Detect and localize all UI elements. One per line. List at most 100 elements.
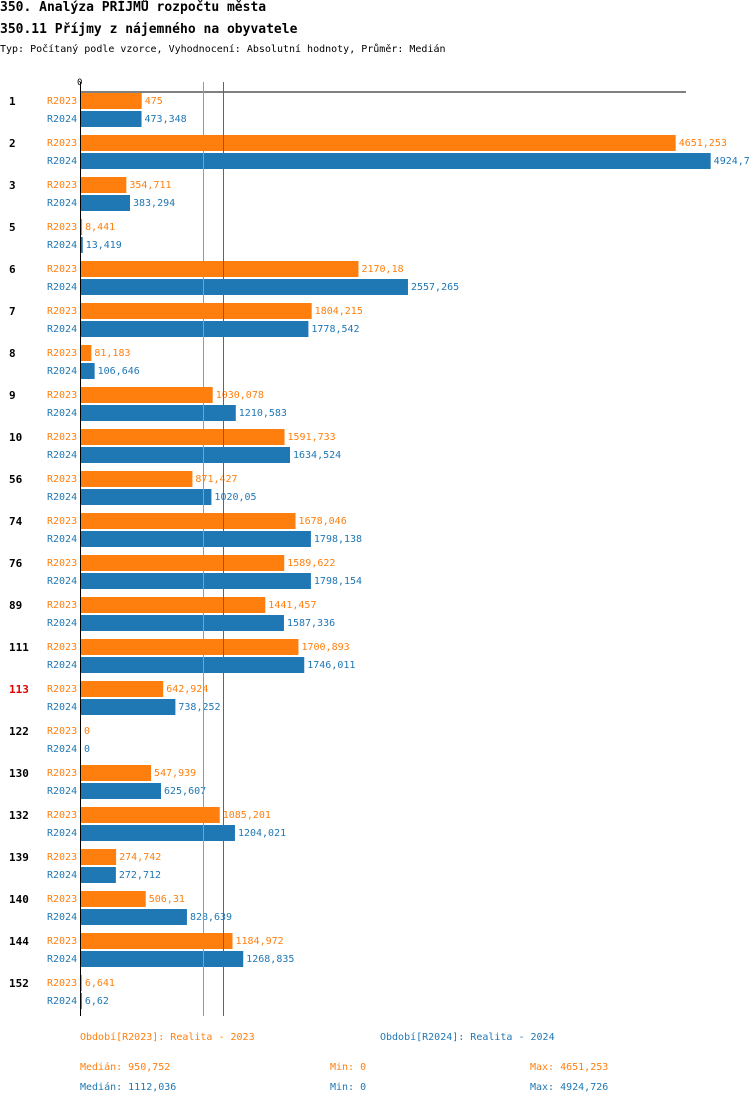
- series-row-label: R2024: [47, 324, 77, 335]
- data-label: 871,427: [195, 474, 237, 485]
- series-row-label: R2023: [47, 138, 77, 149]
- bar-r2024: [81, 783, 161, 799]
- series-row-label: R2023: [47, 222, 77, 233]
- chart-info: Typ: Počítaný podle vzorce, Vyhodnocení:…: [0, 44, 446, 55]
- series-row-label: R2023: [47, 600, 77, 611]
- series-row-label: R2023: [47, 474, 77, 485]
- stat-min-r2024: Min: 0: [330, 1082, 367, 1093]
- bar-r2024: [81, 993, 82, 1009]
- category-label: 113: [9, 683, 29, 696]
- series-row-label: R2024: [47, 870, 77, 881]
- stat-max-r2024: Max: 4924,726: [530, 1082, 609, 1093]
- bar-r2024: [81, 699, 176, 715]
- series-row-label: R2023: [47, 894, 77, 905]
- series-row-label: R2024: [47, 912, 77, 923]
- bar-r2024: [81, 153, 711, 169]
- stat-median-r2023: Medián: 950,752: [80, 1062, 171, 1073]
- bar-r2023: [81, 891, 146, 907]
- bar-r2023: [81, 387, 213, 403]
- series-row-label: R2023: [47, 516, 77, 527]
- category-label: 3: [9, 179, 16, 192]
- series-row-label: R2023: [47, 852, 77, 863]
- category-label: 89: [9, 599, 22, 612]
- data-label: 6,62: [85, 996, 109, 1007]
- data-label: 4924,726: [714, 156, 750, 167]
- bar-r2024: [81, 573, 311, 589]
- data-label: 506,31: [149, 894, 185, 905]
- bar-r2023: [81, 849, 117, 865]
- data-label: 1678,046: [299, 516, 347, 527]
- category-label: 56: [9, 473, 23, 486]
- bar-r2024: [81, 531, 311, 547]
- bar-r2023: [81, 513, 296, 529]
- series-row-label: R2024: [47, 492, 77, 503]
- stat-min-r2023: Min: 0: [330, 1062, 367, 1073]
- series-row-label: R2023: [47, 810, 77, 821]
- bar-r2024: [81, 405, 236, 421]
- category-label: 9: [9, 389, 16, 402]
- series-row-label: R2024: [47, 786, 77, 797]
- category-label: 152: [9, 977, 29, 990]
- bar-r2023: [81, 975, 82, 991]
- series-row-label: R2024: [47, 198, 77, 209]
- data-label: 738,252: [178, 702, 220, 713]
- bar-r2023: [81, 597, 266, 613]
- data-label: 625,607: [164, 786, 206, 797]
- data-label: 1778,542: [311, 324, 359, 335]
- series-row-label: R2023: [47, 978, 77, 989]
- series-row-label: R2024: [47, 618, 77, 629]
- category-label: 10: [9, 431, 22, 444]
- page-title: 350. Analýza PŘÍJMŮ rozpočtu města: [0, 0, 267, 15]
- series-row-label: R2024: [47, 954, 77, 965]
- data-label: 1085,201: [223, 810, 271, 821]
- data-label: 1210,583: [239, 408, 287, 419]
- stat-median-r2024: Medián: 1112,036: [80, 1082, 177, 1093]
- legend-r2023: Období[R2023]: Realita - 2023: [80, 1032, 255, 1043]
- series-row-label: R2023: [47, 558, 77, 569]
- data-label: 13,419: [86, 240, 122, 251]
- category-label: 130: [9, 767, 29, 780]
- data-label: 1700,893: [301, 642, 349, 653]
- bar-r2023: [81, 219, 83, 235]
- series-row-label: R2024: [47, 996, 77, 1007]
- category-label: 6: [9, 263, 16, 276]
- bar-r2024: [81, 867, 116, 883]
- bar-r2023: [81, 555, 285, 571]
- series-row-label: R2023: [47, 96, 77, 107]
- bar-r2023: [81, 471, 193, 487]
- data-label: 547,939: [154, 768, 196, 779]
- bar-r2024: [81, 279, 408, 295]
- data-label: 0: [84, 744, 90, 755]
- series-row-label: R2023: [47, 432, 77, 443]
- data-label: 6,641: [85, 978, 115, 989]
- series-row-label: R2024: [47, 576, 77, 587]
- data-label: 1798,138: [314, 534, 362, 545]
- bar-r2023: [81, 135, 676, 151]
- series-row-label: R2024: [47, 114, 77, 125]
- category-label: 111: [9, 641, 29, 654]
- bar-r2024: [81, 447, 290, 463]
- data-label: 828,639: [190, 912, 232, 923]
- bar-r2023: [81, 345, 92, 361]
- data-label: 1020,05: [214, 492, 256, 503]
- axis-zero-tick-label: 0: [77, 78, 82, 88]
- bar-r2024: [81, 237, 83, 253]
- bar-r2023: [81, 681, 164, 697]
- series-row-label: R2024: [47, 282, 77, 293]
- data-label: 1798,154: [314, 576, 362, 587]
- category-label: 122: [9, 725, 29, 738]
- data-label: 383,294: [133, 198, 175, 209]
- bar-r2024: [81, 363, 95, 379]
- series-row-label: R2024: [47, 450, 77, 461]
- category-label: 74: [9, 515, 23, 528]
- series-row-label: R2023: [47, 348, 77, 359]
- series-row-label: R2024: [47, 534, 77, 545]
- category-label: 139: [9, 851, 29, 864]
- legend-r2024: Období[R2024]: Realita - 2024: [380, 1032, 555, 1043]
- bar-r2024: [81, 657, 305, 673]
- bar-r2024: [81, 321, 309, 337]
- bar-r2023: [81, 639, 299, 655]
- category-label: 5: [9, 221, 16, 234]
- bar-r2023: [81, 807, 220, 823]
- series-row-label: R2024: [47, 156, 77, 167]
